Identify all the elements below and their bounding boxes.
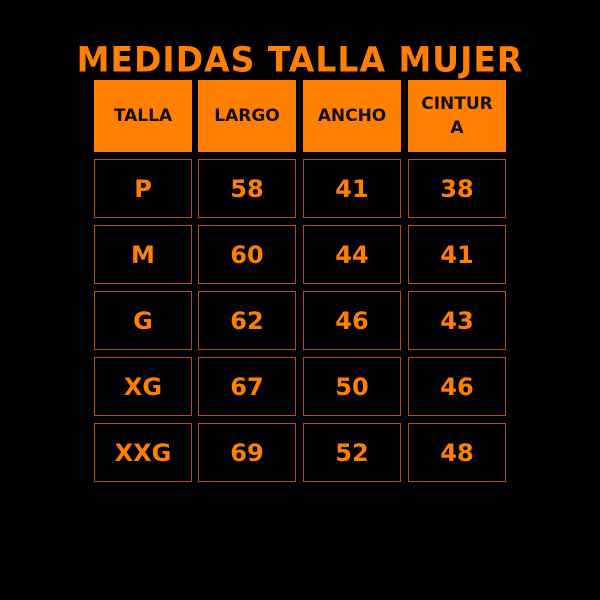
table-cell: G — [94, 291, 192, 350]
chart-title: MEDIDAS TALLA MUJER — [76, 39, 524, 80]
column-header: LARGO — [198, 80, 296, 152]
table-cell: 52 — [303, 423, 401, 482]
table-cell: 58 — [198, 159, 296, 218]
table-cell: 62 — [198, 291, 296, 350]
table-cell: M — [94, 225, 192, 284]
table-cell: 48 — [408, 423, 506, 482]
table-cell: 41 — [303, 159, 401, 218]
table-cell: XG — [94, 357, 192, 416]
table-cell: XXG — [94, 423, 192, 482]
column-header: ANCHO — [303, 80, 401, 152]
table-cell: 60 — [198, 225, 296, 284]
table-cell: 46 — [408, 357, 506, 416]
column-header: TALLA — [94, 80, 192, 152]
table-cell: P — [94, 159, 192, 218]
table-cell: 41 — [408, 225, 506, 284]
table-cell: 46 — [303, 291, 401, 350]
table-cell: 43 — [408, 291, 506, 350]
table-cell: 44 — [303, 225, 401, 284]
column-header: CINTURA — [408, 80, 506, 152]
table-cell: 67 — [198, 357, 296, 416]
table-cell: 50 — [303, 357, 401, 416]
table-cell: 69 — [198, 423, 296, 482]
table-cell: 38 — [408, 159, 506, 218]
